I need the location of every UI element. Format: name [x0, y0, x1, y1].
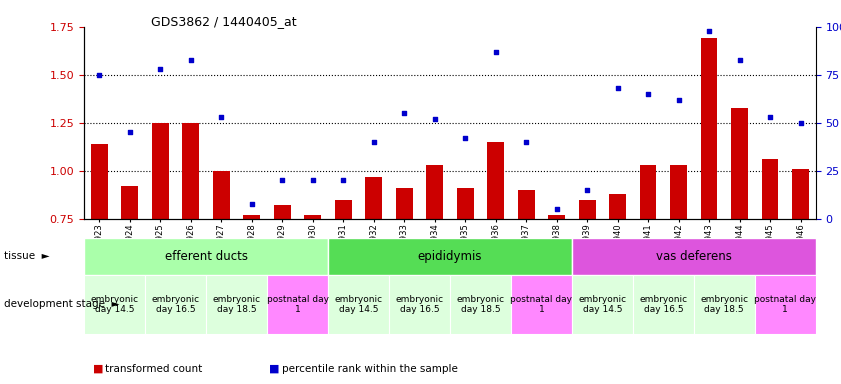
Bar — [182, 123, 199, 219]
Bar — [84, 275, 145, 334]
Point — [764, 114, 777, 120]
Point — [580, 187, 594, 193]
Text: percentile rank within the sample: percentile rank within the sample — [282, 364, 458, 374]
Point — [214, 114, 228, 120]
Bar — [754, 275, 816, 334]
Bar — [701, 38, 717, 219]
Bar — [450, 275, 510, 334]
Bar — [328, 275, 389, 334]
Text: development stage  ►: development stage ► — [4, 299, 119, 310]
Text: efferent ducts: efferent ducts — [165, 250, 247, 263]
Bar — [206, 275, 267, 334]
Point — [367, 139, 380, 145]
Text: GDS3862 / 1440405_at: GDS3862 / 1440405_at — [151, 15, 297, 28]
Point — [154, 66, 167, 72]
Bar — [510, 275, 572, 334]
Bar — [426, 165, 443, 219]
Text: ■: ■ — [93, 364, 103, 374]
Text: embryonic
day 16.5: embryonic day 16.5 — [395, 295, 443, 314]
Bar — [731, 108, 748, 219]
Bar — [152, 123, 169, 219]
Bar — [694, 275, 754, 334]
Bar — [365, 177, 382, 219]
Bar — [267, 275, 328, 334]
Point — [458, 135, 472, 141]
Point — [276, 177, 289, 184]
Text: epididymis: epididymis — [418, 250, 482, 263]
Bar — [457, 188, 473, 219]
Bar — [640, 165, 657, 219]
Bar — [274, 205, 291, 219]
Point — [672, 97, 685, 103]
Point — [123, 129, 136, 136]
Text: embryonic
day 14.5: embryonic day 14.5 — [91, 295, 139, 314]
Bar — [548, 215, 565, 219]
Point — [642, 91, 655, 97]
Bar — [572, 275, 632, 334]
Point — [520, 139, 533, 145]
Bar — [213, 171, 230, 219]
Point — [489, 49, 502, 55]
Point — [93, 72, 106, 78]
Bar — [396, 188, 413, 219]
Point — [336, 177, 350, 184]
Text: postnatal day
1: postnatal day 1 — [510, 295, 573, 314]
Bar — [572, 238, 816, 275]
Text: postnatal day
1: postnatal day 1 — [754, 295, 817, 314]
Point — [702, 28, 716, 34]
Bar — [518, 190, 535, 219]
Bar — [670, 165, 687, 219]
Bar — [328, 238, 572, 275]
Bar — [762, 159, 779, 219]
Bar — [632, 275, 694, 334]
Point — [428, 116, 442, 122]
Text: ■: ■ — [269, 364, 279, 374]
Bar — [792, 169, 809, 219]
Point — [398, 110, 411, 116]
Bar — [91, 144, 108, 219]
Point — [733, 56, 746, 63]
Bar — [579, 200, 595, 219]
Bar — [335, 200, 352, 219]
Text: vas deferens: vas deferens — [656, 250, 732, 263]
Text: embryonic
day 16.5: embryonic day 16.5 — [639, 295, 687, 314]
Text: embryonic
day 18.5: embryonic day 18.5 — [213, 295, 261, 314]
Bar — [304, 215, 321, 219]
Bar — [121, 186, 138, 219]
Text: embryonic
day 18.5: embryonic day 18.5 — [457, 295, 505, 314]
Text: tissue  ►: tissue ► — [4, 251, 50, 262]
Point — [245, 200, 258, 207]
Point — [611, 85, 624, 91]
Bar — [609, 194, 626, 219]
Text: postnatal day
1: postnatal day 1 — [267, 295, 329, 314]
Text: embryonic
day 14.5: embryonic day 14.5 — [335, 295, 383, 314]
Text: embryonic
day 18.5: embryonic day 18.5 — [701, 295, 748, 314]
Text: transformed count: transformed count — [105, 364, 203, 374]
Point — [794, 120, 807, 126]
Text: embryonic
day 16.5: embryonic day 16.5 — [151, 295, 199, 314]
Text: embryonic
day 14.5: embryonic day 14.5 — [579, 295, 627, 314]
Bar — [389, 275, 450, 334]
Bar — [487, 142, 504, 219]
Bar — [145, 275, 206, 334]
Bar — [243, 215, 260, 219]
Point — [550, 206, 563, 212]
Point — [184, 56, 198, 63]
Bar — [84, 238, 328, 275]
Point — [306, 177, 320, 184]
